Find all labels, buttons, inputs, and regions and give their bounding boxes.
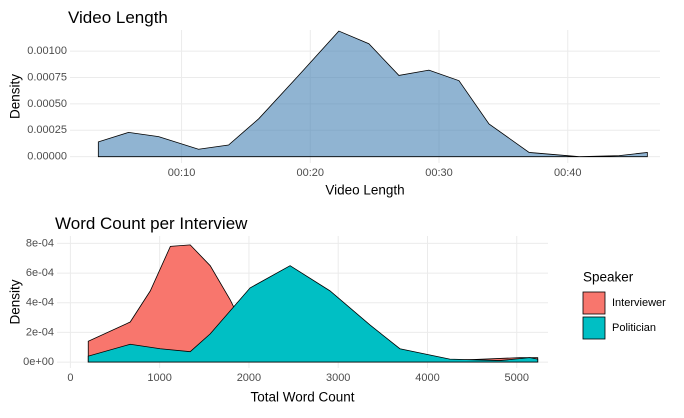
x-tick-label: 0 bbox=[67, 372, 73, 384]
chart-title: Video Length bbox=[68, 8, 168, 27]
y-tick-label: 6e-04 bbox=[26, 267, 54, 279]
y-tick-label: 0.00075 bbox=[27, 71, 67, 83]
y-tick-label: 0.00025 bbox=[27, 124, 67, 136]
legend-label: Interviewer bbox=[612, 297, 666, 309]
y-tick-label: 8e-04 bbox=[26, 237, 54, 249]
x-tick-label: 5000 bbox=[505, 372, 529, 384]
x-axis-title: Video Length bbox=[325, 183, 404, 198]
x-tick-label: 3000 bbox=[326, 372, 350, 384]
x-tick-label: 4000 bbox=[415, 372, 439, 384]
x-tick-label: 00:20 bbox=[297, 167, 325, 179]
y-axis-title: Density bbox=[8, 279, 23, 324]
y-tick-label: 0.00050 bbox=[27, 98, 67, 110]
legend-title: Speaker bbox=[583, 270, 634, 285]
legend-swatch bbox=[582, 291, 606, 315]
x-tick-label: 00:30 bbox=[425, 167, 453, 179]
x-tick-label: 00:40 bbox=[554, 167, 582, 179]
x-tick-label: 2000 bbox=[237, 372, 261, 384]
legend-label: Politician bbox=[612, 322, 656, 334]
x-tick-label: 00:10 bbox=[168, 167, 196, 179]
x-tick-label: 1000 bbox=[147, 372, 171, 384]
density-area bbox=[87, 265, 539, 363]
y-tick-label: 0.00000 bbox=[27, 151, 67, 163]
chart-title: Word Count per Interview bbox=[55, 214, 248, 233]
y-tick-label: 2e-04 bbox=[26, 326, 54, 338]
legend-swatch bbox=[582, 316, 606, 340]
y-tick-label: 0.00100 bbox=[27, 45, 67, 57]
density-area bbox=[97, 30, 648, 158]
x-axis-title: Total Word Count bbox=[250, 390, 354, 405]
y-axis-title: Density bbox=[8, 74, 23, 119]
y-tick-label: 0e+00 bbox=[23, 356, 54, 368]
y-tick-label: 4e-04 bbox=[26, 297, 54, 309]
